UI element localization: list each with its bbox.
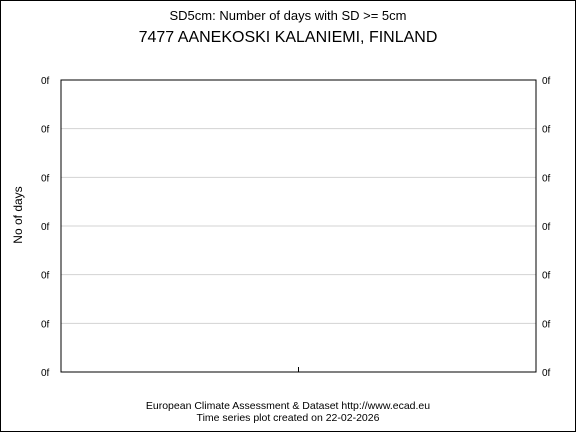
footer-source: European Climate Assessment & Dataset ht… <box>146 400 430 412</box>
y-tick-label-left: 0f <box>41 125 50 136</box>
chart-subtitle: SD5cm: Number of days with SD >= 5cm <box>170 8 407 23</box>
y-tick-label-left: 0f <box>41 368 50 379</box>
y-tick-label-left: 0f <box>41 319 50 330</box>
y-tick-label-right: 0f <box>542 271 551 282</box>
y-tick-label-right: 0f <box>542 76 551 87</box>
y-tick-label-left: 0f <box>41 173 50 184</box>
y-tick-label-right: 0f <box>542 222 551 233</box>
footer-created: Time series plot created on 22-02-2026 <box>197 412 380 424</box>
y-tick-label-right: 0f <box>542 319 551 330</box>
chart-title: 7477 AANEKOSKI KALANIEMI, FINLAND <box>139 29 438 46</box>
y-tick-label-left: 0f <box>41 76 50 87</box>
y-tick-label-left: 0f <box>41 271 50 282</box>
y-tick-label-right: 0f <box>542 173 551 184</box>
y-tick-labels-left: 0f 0f 0f 0f 0f 0f 0f <box>41 76 50 379</box>
y-tick-label-right: 0f <box>542 368 551 379</box>
y-tick-labels-right: 0f 0f 0f 0f 0f 0f 0f <box>542 76 551 379</box>
y-axis-label: No of days <box>11 186 25 243</box>
y-tick-label-right: 0f <box>542 125 551 136</box>
y-tick-label-left: 0f <box>41 222 50 233</box>
gridlines <box>61 128 536 324</box>
